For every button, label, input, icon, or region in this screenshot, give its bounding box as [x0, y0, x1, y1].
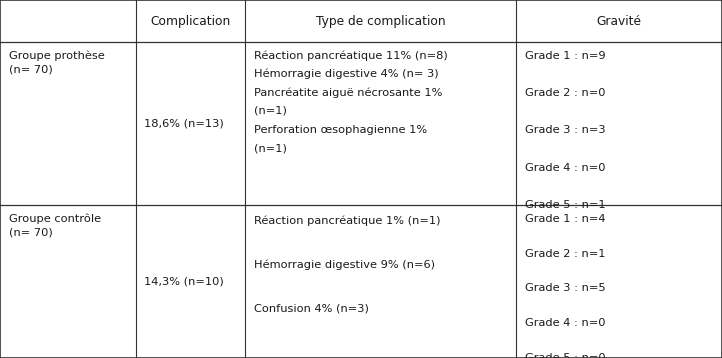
- Text: Confusion 4% (n=3): Confusion 4% (n=3): [254, 303, 369, 313]
- Text: (n=1): (n=1): [254, 106, 287, 116]
- Text: Réaction pancréatique 1% (n=1): Réaction pancréatique 1% (n=1): [254, 216, 440, 226]
- Text: Grade 2 : n=0: Grade 2 : n=0: [525, 88, 605, 98]
- Text: Perforation œsophagienne 1%: Perforation œsophagienne 1%: [254, 125, 427, 135]
- Text: 14,3% (n=10): 14,3% (n=10): [144, 277, 224, 286]
- Text: Grade 2 : n=1: Grade 2 : n=1: [525, 249, 605, 259]
- Text: Réaction pancréatique 11% (n=8): Réaction pancréatique 11% (n=8): [254, 50, 448, 61]
- Text: Hémorragie digestive 9% (n=6): Hémorragie digestive 9% (n=6): [254, 260, 435, 270]
- Text: Grade 1 : n=9: Grade 1 : n=9: [525, 51, 606, 61]
- Text: Grade 3 : n=3: Grade 3 : n=3: [525, 126, 606, 135]
- Text: Grade 3 : n=5: Grade 3 : n=5: [525, 284, 606, 293]
- Text: Grade 4 : n=0: Grade 4 : n=0: [525, 318, 605, 328]
- Text: Type de complication: Type de complication: [316, 15, 445, 28]
- Text: Grade 5 : n=1: Grade 5 : n=1: [525, 200, 606, 210]
- Text: Groupe contrôle
(n= 70): Groupe contrôle (n= 70): [9, 213, 101, 237]
- Text: Grade 1 : n=4: Grade 1 : n=4: [525, 214, 605, 224]
- Text: (n=1): (n=1): [254, 143, 287, 153]
- Text: Groupe prothèse
(n= 70): Groupe prothèse (n= 70): [9, 50, 105, 74]
- Text: Pancréatite aiguë nécrosante 1%: Pancréatite aiguë nécrosante 1%: [254, 87, 443, 98]
- Text: Grade 5 : n=0: Grade 5 : n=0: [525, 353, 606, 358]
- Text: Hémorragie digestive 4% (n= 3): Hémorragie digestive 4% (n= 3): [254, 69, 439, 79]
- Text: 18,6% (n=13): 18,6% (n=13): [144, 119, 224, 129]
- Text: Gravité: Gravité: [596, 15, 642, 28]
- Text: Complication: Complication: [150, 15, 231, 28]
- Text: Grade 4 : n=0: Grade 4 : n=0: [525, 163, 605, 173]
